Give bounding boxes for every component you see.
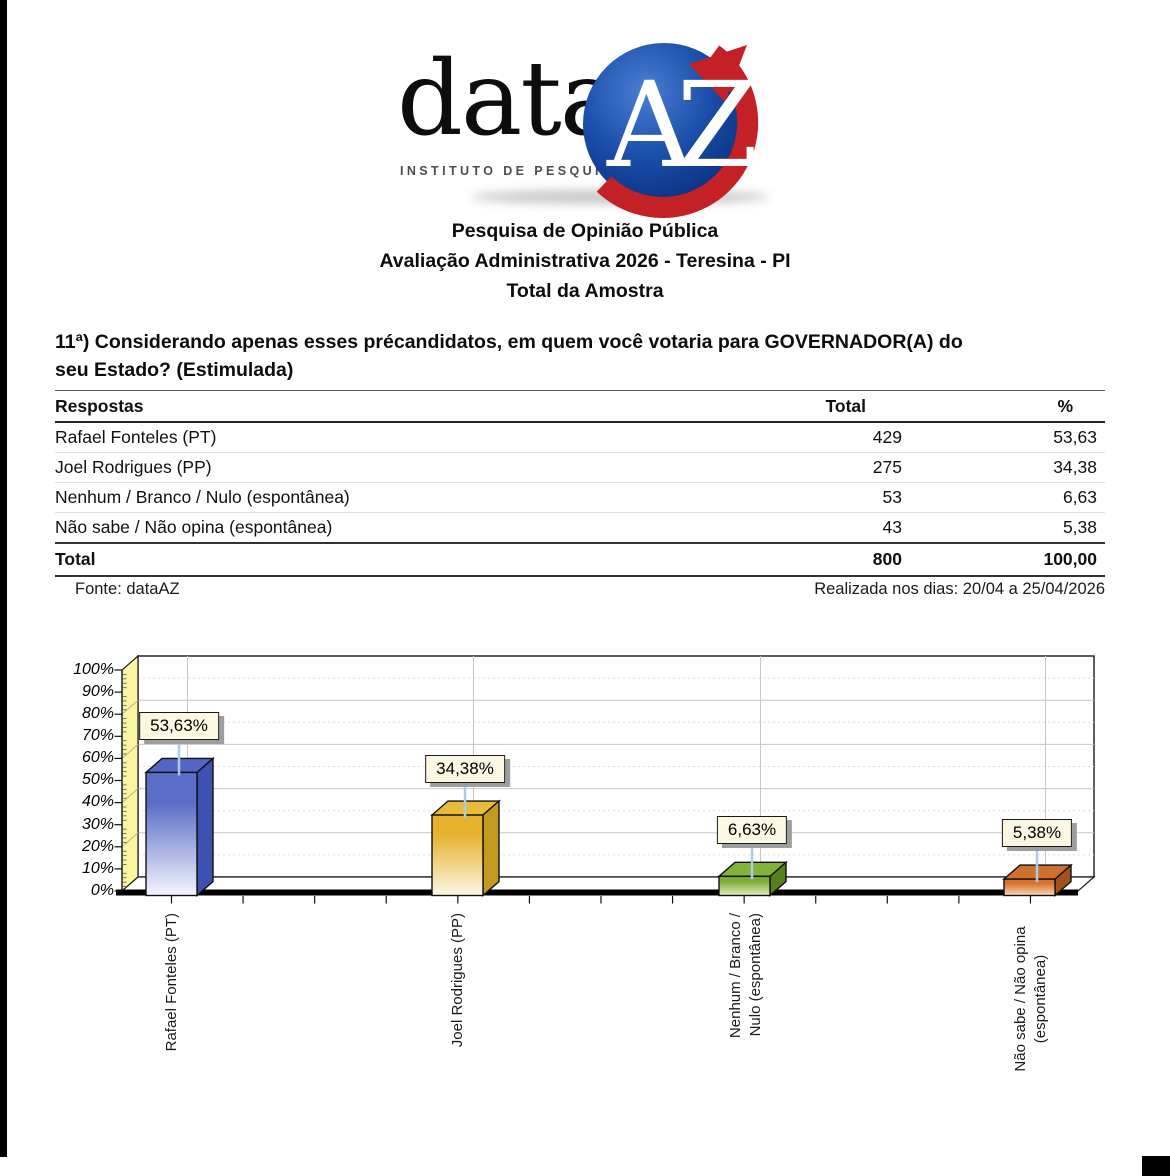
back-wall xyxy=(137,655,1095,878)
cell-pct: 53,63 xyxy=(1053,427,1097,447)
brand-tagline: INSTITUTO DE PESQUISA xyxy=(400,164,627,178)
cell-total: 429 xyxy=(872,427,902,447)
cell-pct: 6,63 xyxy=(1062,487,1097,507)
cell-total: 800 xyxy=(872,549,902,569)
fieldwork-dates: Realizada nos dias: 20/04 a 25/04/2026 xyxy=(814,580,1105,598)
results-table: Respostas Total % Rafael Fonteles (PT) 4… xyxy=(55,390,1105,577)
y-tick-label: 20% xyxy=(81,838,114,855)
table-row: Joel Rodrigues (PP) 275 34,38 xyxy=(55,453,1105,483)
source-note: Fonte: dataAZ xyxy=(75,580,180,598)
cell-label: Total xyxy=(55,549,96,569)
table-row: Rafael Fonteles (PT) 429 53,63 xyxy=(55,423,1105,453)
x-axis-ticks xyxy=(170,896,1032,904)
y-tick-label: 10% xyxy=(81,860,114,877)
cell-label: Rafael Fonteles (PT) xyxy=(55,427,217,447)
label-connectors xyxy=(177,741,1039,883)
bar-side-face xyxy=(196,756,214,898)
bar-front-face xyxy=(1003,878,1056,897)
floor-front-edge xyxy=(116,889,1078,896)
table-footnotes: Fonte: dataAZ Realizada nos dias: 20/04 … xyxy=(55,580,1105,599)
category-label: Nenhum / Branco / Nulo (espontânea) xyxy=(727,913,764,1039)
cell-total: 43 xyxy=(882,517,902,537)
value-label-box: 34,38% xyxy=(425,755,505,784)
floor xyxy=(120,876,1096,892)
bar-side-face xyxy=(482,799,500,898)
chart-canvas xyxy=(114,654,1096,904)
brand-suffix: AZ xyxy=(606,56,754,194)
cell-total: 53 xyxy=(882,487,902,507)
y-tick-label: 30% xyxy=(81,816,114,833)
y-tick-label: 40% xyxy=(81,793,114,810)
category-label: Rafael Fonteles (PT) xyxy=(163,913,180,1052)
y-tick-label: 50% xyxy=(81,771,114,788)
table-row: Não sabe / Não opina (espontânea) 43 5,3… xyxy=(55,513,1105,544)
cell-label: Não sabe / Não opina (espontânea) xyxy=(55,517,333,537)
cell-label: Joel Rodrigues (PP) xyxy=(55,457,212,477)
bar-front-face xyxy=(431,814,484,897)
report-title-line1: Pesquisa de Opinião Pública xyxy=(451,220,719,242)
bar-front-face xyxy=(718,875,771,897)
wall-gridline xyxy=(121,744,139,759)
survey-question: 11ª) Considerando apenas esses précandid… xyxy=(55,331,963,381)
y-tick-label: 90% xyxy=(81,683,114,700)
header-cell-total: Total xyxy=(825,396,866,416)
table-header-row: Respostas Total % xyxy=(55,391,1105,423)
red-arrowhead-icon xyxy=(689,45,747,102)
wall-gridline xyxy=(121,788,139,803)
category-label: Não sabe / Não opina (espontânea) xyxy=(1012,926,1049,1072)
y-tick-label: 70% xyxy=(81,727,114,744)
value-label-box: 53,63% xyxy=(139,712,219,741)
table-row: Nenhum / Branco / Nulo (espontânea) 53 6… xyxy=(55,483,1105,513)
cell-total: 275 xyxy=(872,457,902,477)
logo: data INSTITUTO DE PESQUISA AZ xyxy=(380,8,800,218)
y-tick-label: 80% xyxy=(81,705,114,722)
cell-pct: 34,38 xyxy=(1053,457,1097,477)
wall-gridline xyxy=(121,832,139,848)
header-cell-respostas: Respostas xyxy=(55,396,144,416)
bar-chart: 100% 90% 80% 70% 60% 50% 40% 30% 20% 10%… xyxy=(0,630,1170,1176)
value-label-box: 5,38% xyxy=(1001,819,1073,848)
cell-label: Nenhum / Branco / Nulo (espontânea) xyxy=(55,487,350,507)
report-titles: Pesquisa de Opinião Pública Avaliação Ad… xyxy=(0,216,1170,306)
header-cell-pct: % xyxy=(1057,396,1073,416)
y-tick-label: 60% xyxy=(81,749,114,766)
scan-corner-bottom-right xyxy=(1142,1156,1170,1176)
bar-front-face xyxy=(145,771,198,897)
cell-pct: 100,00 xyxy=(1043,549,1097,569)
scan-edge-left xyxy=(0,0,7,1157)
red-arrow-icon xyxy=(596,45,759,218)
y-tick-label: 100% xyxy=(73,661,114,678)
left-wall-gridlines xyxy=(121,699,139,848)
gridlines xyxy=(138,656,1094,877)
y-axis-ticks xyxy=(114,669,127,892)
logo-circle xyxy=(583,43,745,205)
report-title-line3: Total da Amostra xyxy=(506,280,664,302)
y-tick-label: 0% xyxy=(90,882,114,899)
brand-globe-icon: AZ xyxy=(583,43,770,218)
category-label: Joel Rodrigues (PP) xyxy=(449,913,466,1048)
value-label-box: 6,63% xyxy=(716,816,788,845)
report-title-line2: Avaliação Administrativa 2026 - Teresina… xyxy=(379,250,791,272)
cell-pct: 5,38 xyxy=(1062,517,1097,537)
wall-gridline xyxy=(121,699,139,715)
table-total-row: Total 800 100,00 xyxy=(55,544,1105,577)
